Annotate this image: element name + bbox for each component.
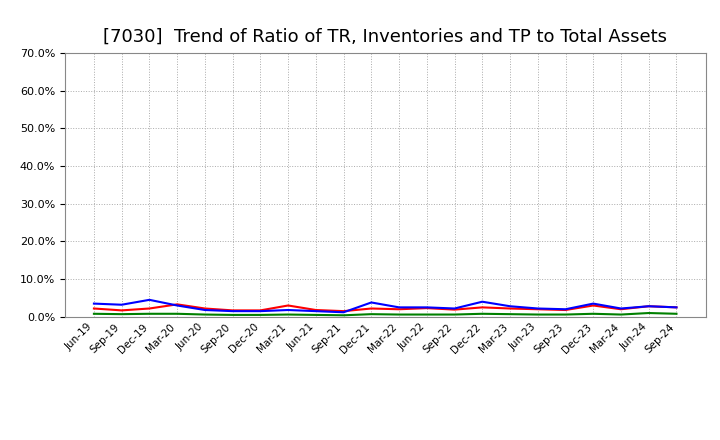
Trade Receivables [589,303,598,308]
Line: Inventories: Inventories [94,300,677,312]
Inventories [228,308,237,314]
Inventories [534,306,542,311]
Inventories [201,308,210,313]
Trade Receivables [561,308,570,313]
Trade Receivables [284,303,292,308]
Inventories [117,302,126,308]
Inventories [395,305,403,310]
Trade Receivables [395,307,403,312]
Trade Payables [644,310,653,315]
Trade Payables [228,312,237,318]
Trade Receivables [367,306,376,311]
Trade Receivables [450,307,459,312]
Trade Payables [450,312,459,317]
Trade Receivables [505,306,514,311]
Trade Receivables [228,308,237,313]
Inventories [561,307,570,312]
Trade Receivables [616,307,625,312]
Line: Trade Receivables: Trade Receivables [94,304,677,311]
Trade Payables [423,312,431,317]
Trade Payables [672,311,681,316]
Title: [7030]  Trend of Ratio of TR, Inventories and TP to Total Assets: [7030] Trend of Ratio of TR, Inventories… [103,28,667,46]
Inventories [284,308,292,313]
Trade Payables [145,311,154,316]
Inventories [423,305,431,310]
Trade Receivables [145,306,154,311]
Trade Payables [312,312,320,318]
Inventories [616,306,625,311]
Trade Receivables [534,307,542,312]
Inventories [339,310,348,315]
Trade Payables [256,312,265,318]
Inventories [505,304,514,309]
Trade Payables [478,311,487,316]
Trade Payables [561,312,570,317]
Trade Receivables [201,306,210,311]
Trade Payables [534,312,542,317]
Trade Receivables [256,308,265,313]
Trade Payables [284,312,292,317]
Trade Receivables [117,308,126,313]
Trade Payables [173,311,181,316]
Trade Payables [367,312,376,317]
Inventories [256,308,265,314]
Trade Payables [339,313,348,318]
Trade Payables [505,312,514,317]
Trade Payables [117,312,126,317]
Trade Receivables [672,305,681,310]
Trade Receivables [339,308,348,314]
Trade Receivables [423,305,431,311]
Trade Payables [395,312,403,317]
Inventories [173,303,181,308]
Trade Receivables [478,305,487,310]
Inventories [589,301,598,306]
Trade Payables [589,311,598,316]
Trade Receivables [173,302,181,307]
Trade Receivables [312,308,320,313]
Trade Payables [89,311,98,316]
Inventories [89,301,98,306]
Line: Trade Payables: Trade Payables [94,313,677,315]
Inventories [478,299,487,304]
Trade Payables [201,312,210,317]
Trade Receivables [644,304,653,309]
Inventories [450,306,459,311]
Inventories [145,297,154,302]
Trade Receivables [89,306,98,311]
Trade Payables [616,312,625,317]
Inventories [367,300,376,305]
Inventories [312,308,320,314]
Inventories [644,304,653,309]
Inventories [672,305,681,310]
